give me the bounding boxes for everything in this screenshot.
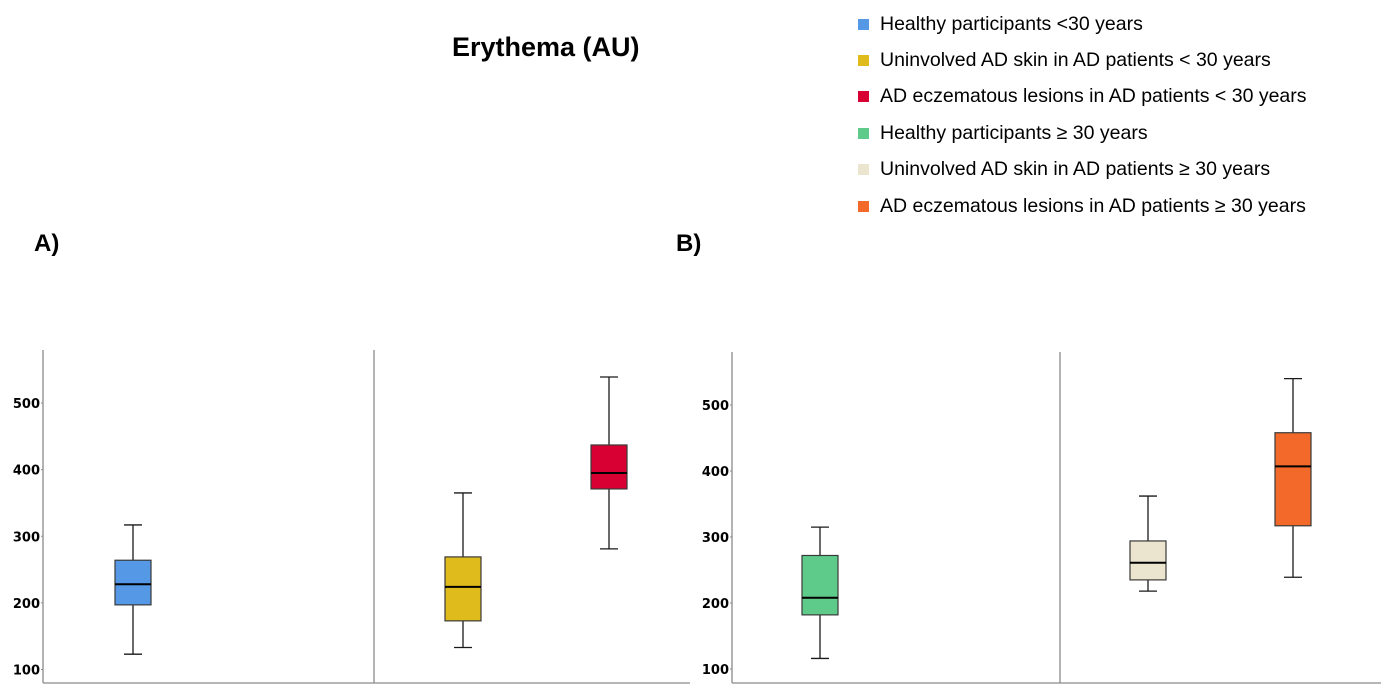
- legend-item: AD eczematous lesions in AD patients ≥ 3…: [858, 188, 1307, 224]
- y-tick-label: 300: [13, 530, 40, 545]
- legend-item: Healthy participants <30 years: [858, 6, 1307, 42]
- y-tick-label: 100: [13, 664, 40, 679]
- panel-a-plot: 100 200 300 400 500: [13, 350, 690, 684]
- panel-label-b: B): [676, 230, 702, 257]
- iqr-box: [590, 444, 628, 490]
- legend: Healthy participants <30 years Uninvolve…: [858, 6, 1307, 224]
- legend-item: AD eczematous lesions in AD patients < 3…: [858, 79, 1307, 115]
- legend-item: Uninvolved AD skin in AD patients ≥ 30 y…: [858, 152, 1307, 188]
- iqr-box: [801, 554, 839, 616]
- iqr-box: [1129, 540, 1167, 581]
- legend-label: Uninvolved AD skin in AD patients ≥ 30 y…: [880, 158, 1271, 181]
- y-tick-label: 200: [13, 597, 40, 612]
- legend-label: AD eczematous lesions in AD patients < 3…: [880, 85, 1307, 108]
- box-plot-3: [1274, 377, 1312, 578]
- y-tick: 300: [702, 531, 732, 546]
- box-plot-1: [801, 526, 839, 660]
- legend-label: AD eczematous lesions in AD patients ≥ 3…: [880, 194, 1306, 217]
- panel-b-plot: 100 200 300 400 500: [702, 352, 1381, 684]
- y-tick-label: 400: [13, 464, 40, 479]
- y-tick: 300: [13, 530, 43, 545]
- y-tick: 100: [702, 663, 732, 678]
- iqr-box: [444, 556, 482, 622]
- legend-swatch: [858, 18, 869, 30]
- legend-swatch: [858, 164, 869, 176]
- panel-label-a: A): [34, 230, 60, 257]
- legend-swatch: [858, 200, 869, 212]
- y-tick-label: 500: [702, 399, 729, 414]
- legend-label: Uninvolved AD skin in AD patients < 30 y…: [880, 49, 1271, 72]
- box-plot-1: [114, 524, 152, 655]
- box-plot-2: [1129, 495, 1167, 592]
- box-plot-3: [590, 376, 628, 550]
- y-tick-label: 200: [702, 597, 729, 612]
- box-plot-2: [444, 492, 482, 649]
- y-tick: 200: [13, 597, 43, 612]
- y-tick: 200: [702, 597, 732, 612]
- iqr-box: [114, 559, 152, 606]
- iqr-box: [1274, 432, 1312, 527]
- legend-item: Healthy participants ≥ 30 years: [858, 115, 1307, 151]
- legend-item: Uninvolved AD skin in AD patients < 30 y…: [858, 42, 1307, 78]
- y-tick-label: 300: [702, 531, 729, 546]
- chart-title: Erythema (AU): [452, 32, 640, 62]
- legend-swatch: [858, 55, 869, 67]
- y-tick: 400: [702, 465, 732, 480]
- legend-label: Healthy participants <30 years: [880, 12, 1143, 35]
- legend-swatch: [858, 127, 869, 139]
- y-tick: 100: [13, 664, 43, 679]
- y-tick: 400: [13, 464, 43, 479]
- legend-label: Healthy participants ≥ 30 years: [880, 121, 1148, 144]
- legend-swatch: [858, 91, 869, 103]
- y-tick-label: 100: [702, 663, 729, 678]
- y-tick: 500: [702, 399, 732, 414]
- y-tick-label: 400: [702, 465, 729, 480]
- y-tick-label: 500: [13, 397, 40, 412]
- y-tick: 500: [13, 397, 43, 412]
